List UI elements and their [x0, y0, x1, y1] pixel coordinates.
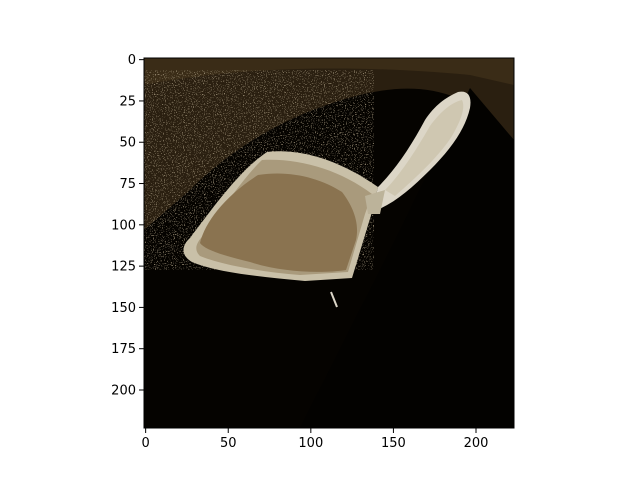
- photo-image: [144, 58, 514, 428]
- x-tick-label: 0: [142, 436, 150, 451]
- handle-shade: [385, 100, 464, 196]
- y-tick-label: 25: [119, 94, 136, 109]
- scoop-inner: [200, 173, 358, 272]
- y-tick-label: 50: [119, 136, 136, 151]
- x-tick-label: 200: [464, 436, 489, 451]
- y-axis: 0 25 50 75 100 125 150 175 200: [111, 53, 144, 399]
- handle-joint: [365, 190, 385, 214]
- dark-shadow: [300, 88, 514, 428]
- reflection-streak: [330, 291, 338, 308]
- x-axis: 0 50 100 150 200: [142, 428, 489, 451]
- y-tick-label: 0: [128, 53, 136, 68]
- y-tick-label: 75: [119, 177, 136, 192]
- x-tick-label: 100: [298, 436, 323, 451]
- y-tick-label: 100: [111, 218, 136, 233]
- y-tick-label: 200: [111, 384, 136, 399]
- top-band: [144, 58, 514, 85]
- x-tick-label: 50: [220, 436, 237, 451]
- axes-frame: [143, 57, 515, 429]
- y-tick-label: 150: [111, 301, 136, 316]
- x-tick-label: 150: [381, 436, 406, 451]
- y-tick-label: 175: [111, 342, 136, 357]
- y-tick-label: 125: [111, 260, 136, 275]
